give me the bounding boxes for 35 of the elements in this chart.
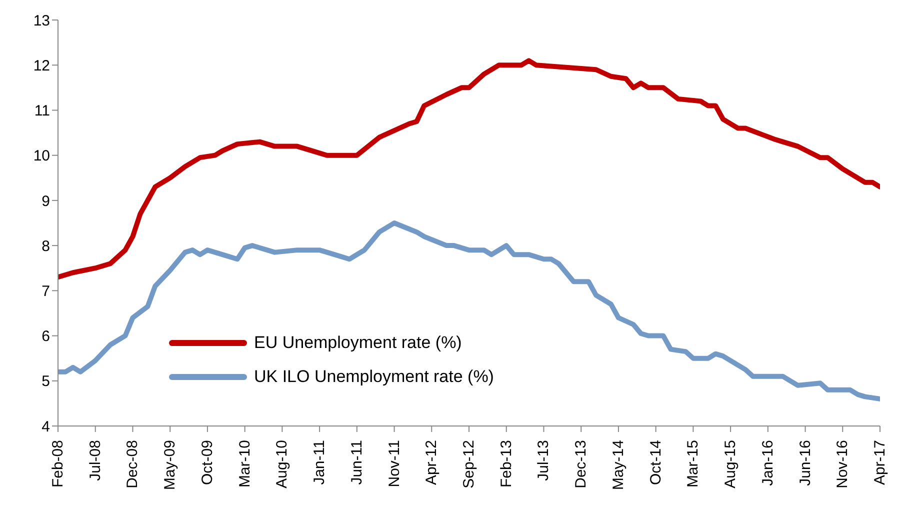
x-tick-label: May-09 — [162, 440, 179, 490]
y-tick-label: 11 — [34, 102, 50, 120]
y-tick-label: 7 — [42, 282, 50, 300]
legend-label: EU Unemployment rate (%) — [254, 332, 462, 354]
y-tick-label: 6 — [42, 328, 50, 346]
x-tick-label: Mar-10 — [236, 440, 254, 488]
legend-label: UK ILO Unemployment rate (%) — [254, 366, 494, 388]
x-tick-label: Dec-08 — [124, 440, 142, 488]
x-tick-label: Mar-15 — [684, 440, 702, 488]
x-tick-label: Apr-17 — [872, 440, 888, 486]
x-tick-label: Jul-08 — [86, 440, 104, 481]
x-tick-label: Feb-08 — [50, 440, 66, 488]
y-tick-label: 13 — [33, 12, 50, 30]
x-tick-label: Nov-16 — [834, 440, 852, 488]
x-tick-label: Jul-13 — [535, 440, 552, 481]
x-tick-label: Jun-16 — [796, 440, 814, 486]
x-tick-label: Feb-13 — [498, 440, 515, 488]
x-tick-label: Aug-15 — [722, 440, 740, 488]
x-tick-label: May-14 — [610, 440, 627, 490]
x-tick-label: Nov-11 — [386, 440, 403, 488]
x-tick-label: Aug-10 — [274, 440, 291, 488]
x-tick-label: Oct-14 — [647, 440, 664, 486]
y-tick-label: 8 — [42, 238, 50, 255]
y-tick-label: 10 — [33, 148, 50, 165]
x-tick-label: Jun-11 — [348, 440, 366, 485]
y-tick-label: 4 — [42, 418, 50, 436]
x-tick-label: Oct-09 — [198, 440, 216, 486]
y-tick-label: 12 — [33, 57, 50, 74]
x-tick-label: Jan-11 — [311, 440, 328, 485]
x-tick-label: Jan-16 — [759, 440, 776, 486]
y-tick-label: 5 — [42, 373, 50, 390]
x-tick-label: Sep-12 — [460, 440, 478, 488]
x-tick-label: Apr-12 — [423, 440, 440, 486]
x-tick-label: Dec-13 — [572, 440, 590, 488]
y-tick-label: 9 — [42, 192, 50, 210]
